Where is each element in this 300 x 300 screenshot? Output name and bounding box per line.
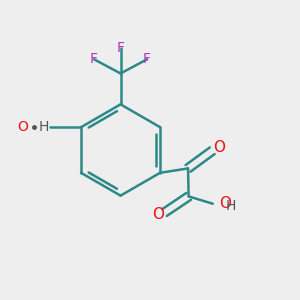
Text: H: H [225,199,236,213]
Text: O: O [219,196,231,211]
Text: H: H [38,120,49,134]
Text: O: O [213,140,225,155]
Text: F: F [90,52,98,66]
Text: F: F [117,41,124,56]
Text: O: O [17,120,28,134]
Text: F: F [143,52,151,66]
Text: O: O [152,207,164,222]
